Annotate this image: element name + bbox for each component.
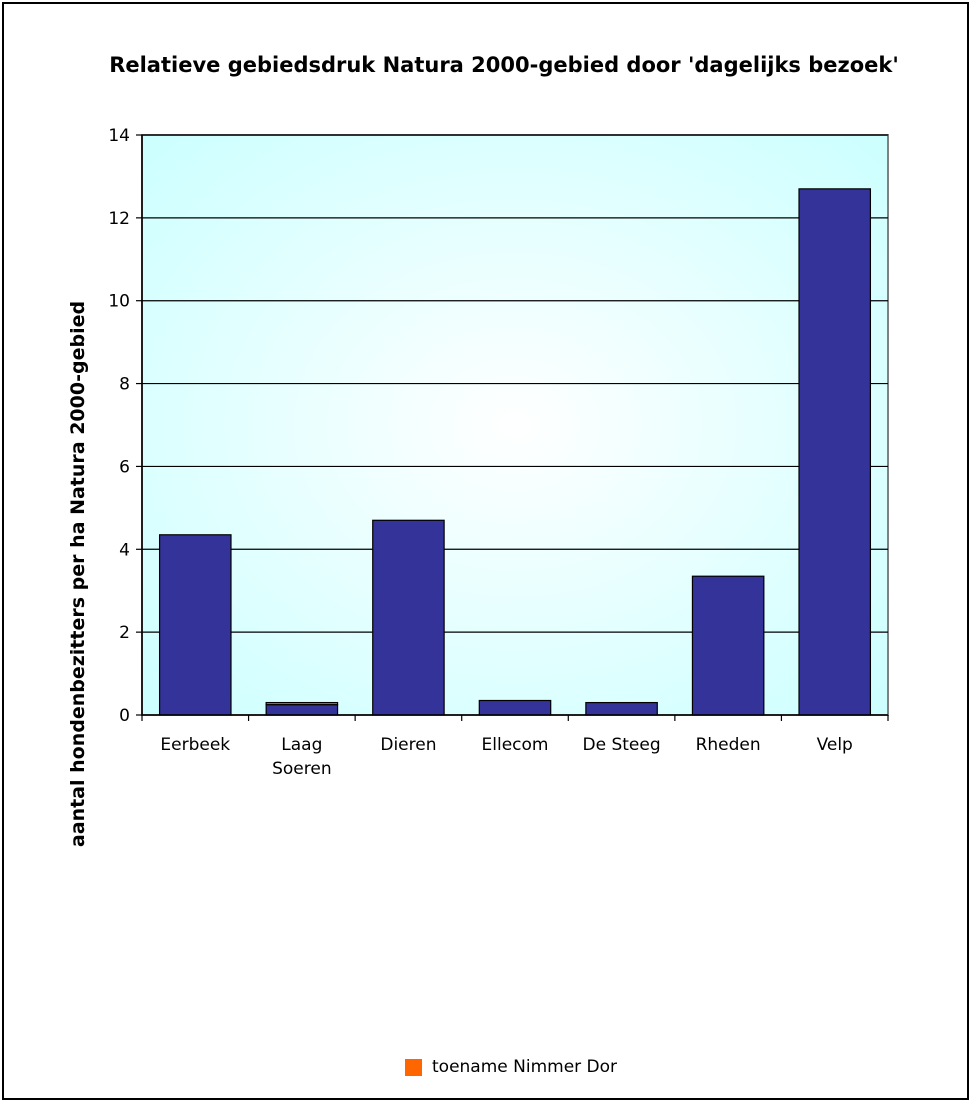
x-tick-label-dieren: Dieren [380, 735, 436, 755]
y-tick-label-6: 12 [108, 209, 130, 229]
x-tick-label-ellecom: Ellecom [482, 735, 549, 755]
y-tick-label-7: 14 [108, 126, 130, 146]
plot-area [141, 134, 889, 716]
bar-series0-rheden [691, 575, 765, 716]
bar-series0-dieren [372, 519, 445, 716]
legend-swatch-toename [405, 1058, 422, 1076]
chart-title: Relatieve gebiedsdruk Natura 2000-gebied… [109, 53, 899, 77]
y-tick-label-2: 4 [119, 540, 130, 560]
bar-series0-laag-soeren [265, 704, 339, 716]
x-tick-label-eerbeek: Eerbeek [160, 735, 230, 755]
x-tick-label-laag-soeren: Laag Soeren [272, 735, 332, 779]
y-tick-label-0: 0 [119, 706, 130, 726]
y-tick-label-1: 2 [119, 623, 130, 643]
bar-series0-de-steeg [585, 701, 658, 716]
x-tick-label-de-steeg: De Steeg [583, 735, 661, 755]
legend: toename Nimmer Dor [405, 1055, 617, 1079]
x-tick-label-velp: Velp [817, 735, 853, 755]
bar-series0-velp [798, 188, 872, 716]
y-tick-label-3: 6 [119, 457, 130, 477]
y-tick-label-5: 10 [108, 292, 130, 312]
bar-series0-ellecom [478, 699, 552, 716]
bar-series1-laag-soeren [265, 701, 339, 706]
bar-series0-eerbeek [158, 534, 232, 716]
y-tick-label-4: 8 [119, 375, 130, 395]
x-tick-label-rheden: Rheden [696, 735, 761, 755]
legend-label-toename: toename Nimmer Dor [432, 1057, 618, 1077]
